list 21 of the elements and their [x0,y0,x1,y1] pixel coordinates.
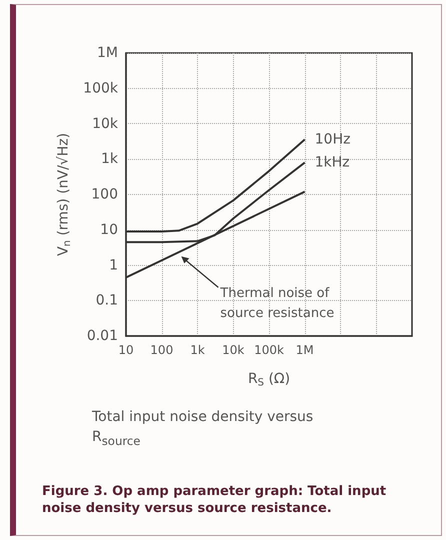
x-tick-label: 100k [254,343,284,357]
y-tick-label: 10 [100,222,118,238]
y-tick-label: 0.01 [86,328,118,344]
y-tick-label: 10k [92,116,119,132]
x-tick-label: 1k [190,343,205,357]
caption: Figure 3. Op amp parameter graph: Total input noise density versus source resistance. [42,483,388,517]
x-tick-label: 100 [150,343,174,357]
y-tick-label: 1k [100,151,119,168]
y-tick-label: 1 [109,257,118,274]
x-tick-label: 10k [222,343,244,357]
x-tick-label: 1M [296,343,314,357]
y-axis-title: Vn (rms) (nV/√Hz) [55,132,73,256]
y-tick-label: 100k [83,80,119,96]
y-tick-label: 100 [91,186,118,202]
series-label: 1kHz [314,154,350,171]
series-label: 10Hz [314,131,350,148]
x-tick-label: 10 [118,343,134,357]
y-tick-label: 0.1 [96,292,118,309]
text: Total input noise density versus R$_{source}$ [92,408,314,450]
y-tick-label: 1M [97,45,118,61]
annotation: Thermal noise of source resistance [219,286,334,321]
